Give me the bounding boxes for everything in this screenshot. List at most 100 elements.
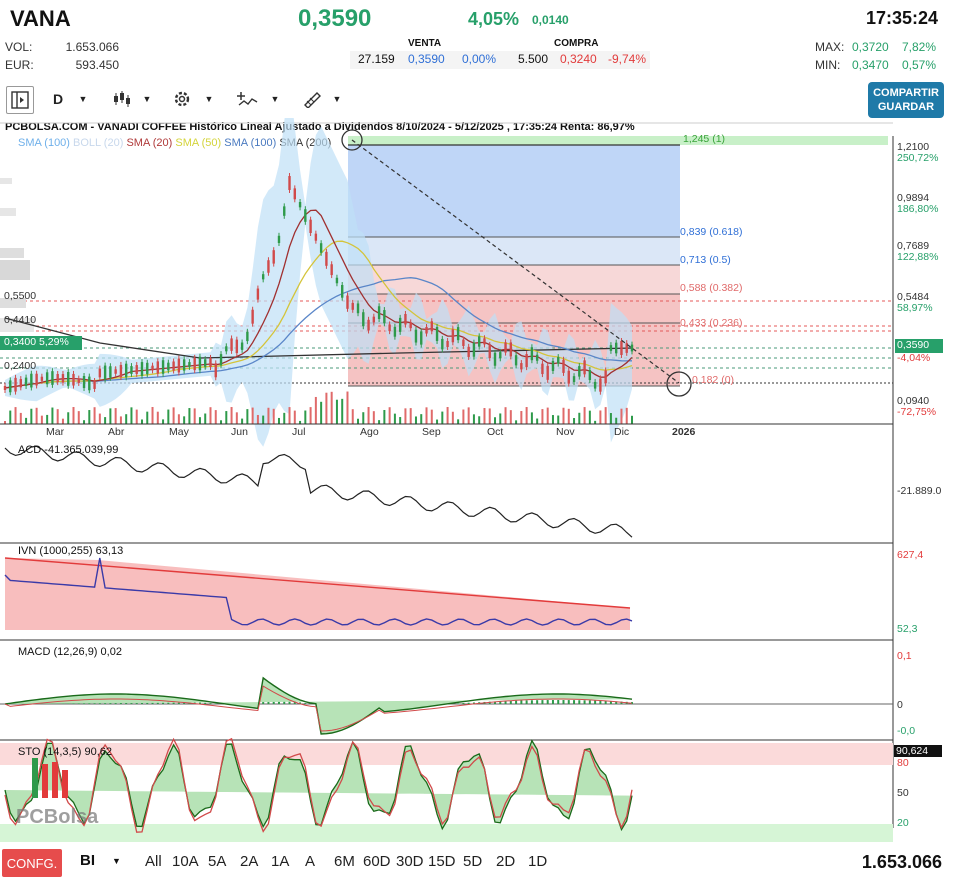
volume-bar	[335, 399, 338, 424]
quote-time: 17:35:24	[865, 8, 938, 28]
chevron-down-icon[interactable]: ▼	[112, 856, 121, 866]
volume-bar	[14, 407, 17, 424]
volume-bar	[562, 407, 565, 424]
volume-bar	[177, 414, 180, 424]
volume-bar	[267, 407, 270, 424]
macd-histogram-bar	[214, 703, 217, 704]
volume-bar	[214, 410, 217, 424]
axis-pct: -4,04%	[897, 352, 931, 364]
volume-bar	[209, 407, 212, 424]
range-button-60d[interactable]: 60D	[363, 853, 391, 870]
chevron-down-icon[interactable]: ▼	[78, 94, 88, 104]
volume-bar	[320, 401, 323, 424]
volume-bar	[609, 413, 612, 424]
macd-histogram-bar	[177, 701, 180, 704]
month-axis: Mar Abr May Jun Jul Ago Sep Oct Nov Dic …	[46, 426, 696, 438]
config-button[interactable]: CONFG.	[2, 849, 62, 877]
range-button-a[interactable]: A	[305, 853, 316, 870]
chart-type-selector[interactable]: BI	[80, 852, 95, 869]
volume-bar	[420, 414, 423, 424]
period-selector[interactable]: D	[52, 91, 64, 107]
volume-bar	[230, 407, 233, 424]
range-button-2a[interactable]: 2A	[240, 853, 259, 870]
volume-bar	[546, 407, 549, 424]
macd-histogram-bar	[530, 700, 533, 704]
last-price: 0,3590	[298, 5, 372, 32]
volume-bar	[114, 408, 117, 424]
range-button-10a[interactable]: 10A	[172, 853, 199, 870]
range-button-2d[interactable]: 2D	[496, 853, 516, 870]
axis-pct: -72,75%	[897, 406, 937, 418]
ivn-legend: IVN (1000,255) 63,13	[18, 545, 124, 557]
macd-histogram-bar	[604, 700, 607, 704]
volume-bar	[277, 417, 280, 424]
range-button-5d[interactable]: 5D	[463, 853, 483, 870]
volume-bar	[30, 408, 33, 424]
eur-value: 593.450	[75, 58, 119, 72]
volume-bar	[198, 417, 201, 424]
chart-canvas[interactable]	[0, 118, 956, 846]
macd-histogram-bar	[557, 700, 560, 704]
macd-histogram-bar	[515, 700, 518, 704]
macd-histogram-bar	[583, 700, 586, 704]
indicators-icon[interactable]	[236, 86, 260, 112]
min-pct: 0,57%	[902, 58, 937, 72]
compra-label: COMPRA	[554, 38, 599, 49]
volume-bar	[146, 411, 149, 424]
range-button-30d[interactable]: 30D	[396, 853, 424, 870]
volume-bar	[241, 418, 244, 424]
volume-bar	[283, 412, 286, 424]
panel-toggle-icon[interactable]	[6, 86, 34, 114]
range-button-all[interactable]: All	[145, 853, 162, 870]
chevron-down-icon[interactable]: ▼	[270, 94, 280, 104]
min-label: MIN:	[815, 58, 841, 72]
left-level: 0,2400	[4, 360, 37, 372]
chevron-down-icon[interactable]: ▼	[142, 94, 152, 104]
volume-bar	[536, 418, 539, 424]
volume-bar	[378, 420, 381, 424]
sto-axis: 20	[897, 817, 909, 829]
volume-bar	[246, 409, 249, 424]
macd-histogram-bar	[467, 702, 470, 704]
legend-boll20: BOLL (20)	[73, 137, 124, 149]
volume-bar	[557, 415, 560, 424]
fib-zone-blue-mid	[348, 237, 680, 265]
compra-qty: 5.500	[518, 52, 549, 66]
legend-sma100-b: SMA (100)	[224, 137, 277, 149]
axis-value: 0,9894	[897, 192, 930, 204]
share-save-button[interactable]: COMPARTIR GUARDAR	[868, 82, 944, 118]
volume-bar	[588, 410, 591, 424]
volume-bar	[615, 417, 618, 424]
volume-bar	[446, 407, 449, 424]
volume-bar	[451, 411, 454, 424]
volume-bar	[599, 410, 602, 424]
macd-axis: 0,1	[897, 650, 912, 662]
volume-bar	[135, 409, 138, 424]
legend-sma100-a: SMA (100)	[18, 137, 70, 149]
volume-bar	[362, 412, 365, 424]
left-level: 0,4410	[4, 314, 37, 326]
acd-legend: ACD -41.365.039,99	[18, 444, 119, 456]
volume-bar	[325, 392, 328, 424]
range-button-5a[interactable]: 5A	[208, 853, 227, 870]
chevron-down-icon[interactable]: ▼	[332, 94, 342, 104]
range-button-1d[interactable]: 1D	[528, 853, 548, 870]
volume-bar	[172, 407, 175, 424]
drawing-tool-icon[interactable]	[300, 86, 324, 112]
absolute-change: 0,0140	[532, 13, 569, 27]
range-button-6m[interactable]: 6M	[334, 853, 355, 870]
candlestick-icon[interactable]	[110, 86, 134, 112]
volume-bar	[504, 407, 507, 424]
volume-bar	[51, 407, 54, 424]
max-pct: 7,82%	[902, 40, 937, 54]
range-button-1a[interactable]: 1A	[271, 853, 290, 870]
venta-price: 0,3590	[408, 52, 445, 66]
gear-icon[interactable]	[170, 86, 194, 112]
chevron-down-icon[interactable]: ▼	[204, 94, 214, 104]
axis-value: 1,2100	[897, 141, 930, 153]
macd-histogram-bar	[462, 703, 465, 704]
ivn-axis-bottom: 52,3	[897, 623, 918, 635]
macd-histogram-bar	[457, 703, 460, 704]
range-button-15d[interactable]: 15D	[428, 853, 456, 870]
venta-label: VENTA	[408, 38, 442, 49]
